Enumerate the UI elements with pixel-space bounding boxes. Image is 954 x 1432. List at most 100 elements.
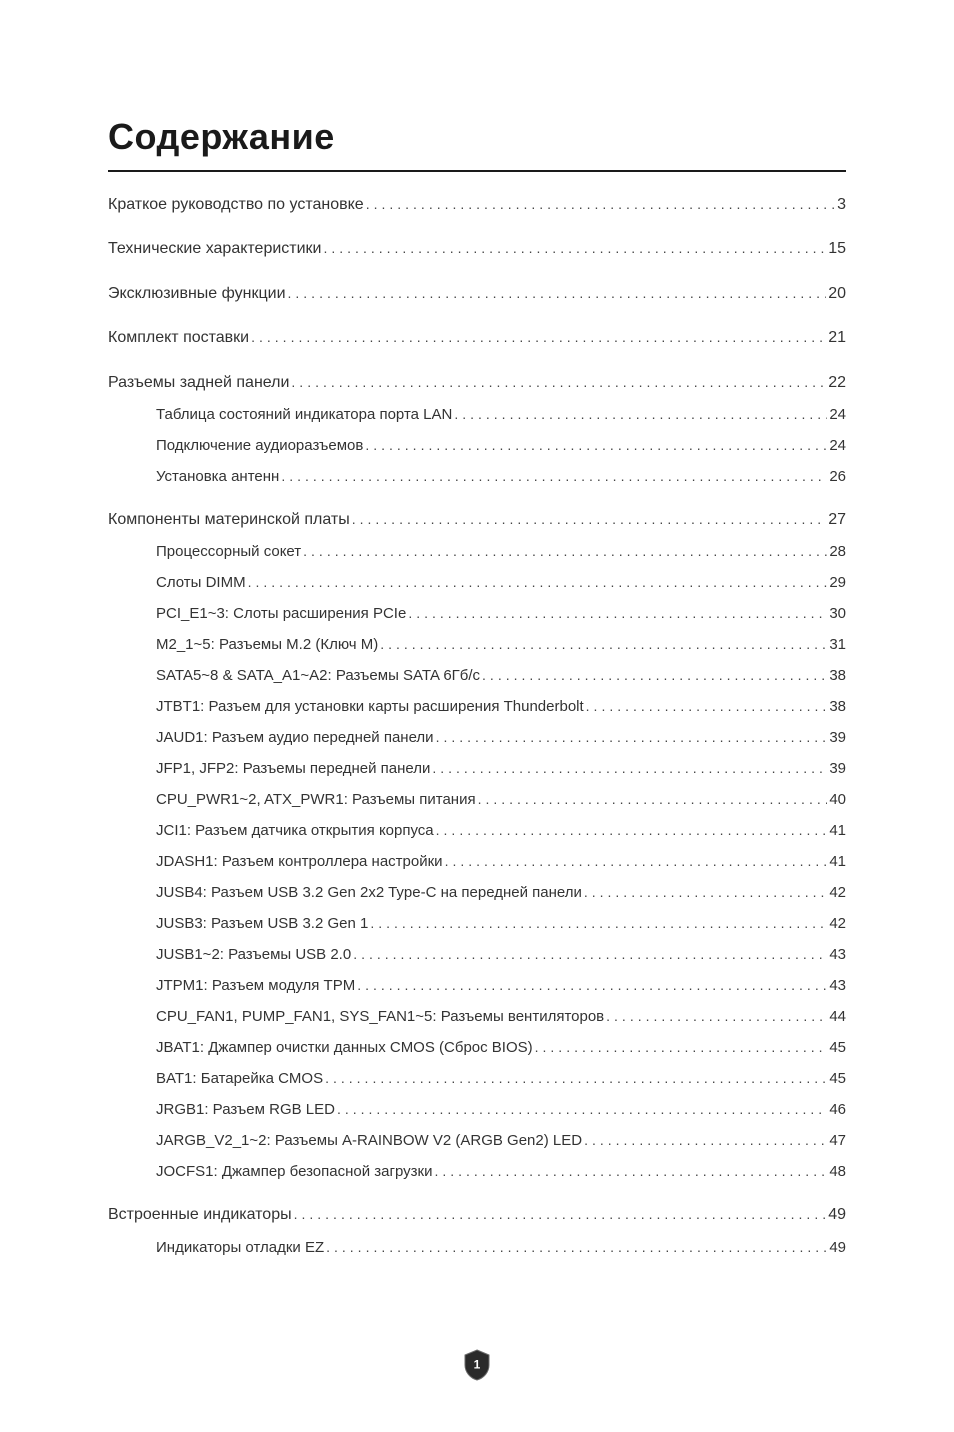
toc-entry-page: 42 bbox=[829, 913, 846, 934]
toc-entry-label: Таблица состояний индикатора порта LAN bbox=[156, 404, 452, 425]
toc-entry-page: 43 bbox=[829, 944, 846, 965]
toc-entry[interactable]: Индикаторы отладки EZ49 bbox=[108, 1237, 846, 1258]
toc-entry-label: Комплект поставки bbox=[108, 327, 249, 349]
toc-entry-page: 39 bbox=[829, 727, 846, 748]
toc-entry-page: 22 bbox=[828, 372, 846, 394]
toc-entry-leader bbox=[357, 976, 827, 996]
toc-entry-label: Индикаторы отладки EZ bbox=[156, 1237, 324, 1258]
toc-entry-leader bbox=[535, 1038, 828, 1058]
page-title: Содержание bbox=[108, 116, 846, 172]
toc-entry-label: BAT1: Батарейка CMOS bbox=[156, 1068, 323, 1089]
toc-entry[interactable]: JOCFS1: Джампер безопасной загрузки48 bbox=[108, 1161, 846, 1182]
toc-entry-label: JDASH1: Разъем контроллера настройки bbox=[156, 851, 443, 872]
toc-entry-leader bbox=[326, 1238, 827, 1258]
toc-entry[interactable]: JCI1: Разъем датчика открытия корпуса 41 bbox=[108, 820, 846, 841]
toc-entry-label: JTPM1: Разъем модуля TPM bbox=[156, 975, 355, 996]
toc-entry-page: 31 bbox=[829, 634, 846, 655]
toc-entry[interactable]: Разъемы задней панели22 bbox=[108, 372, 846, 394]
toc-entry-label: Встроенные индикаторы bbox=[108, 1204, 292, 1226]
toc-entry-leader bbox=[586, 697, 828, 717]
toc-entry-page: 26 bbox=[829, 466, 846, 487]
toc-entry-page: 29 bbox=[829, 572, 846, 593]
toc-entry-leader bbox=[303, 542, 827, 562]
toc-entry[interactable]: JARGB_V2_1~2: Разъемы A-RAINBOW V2 (ARGB… bbox=[108, 1130, 846, 1151]
toc-entry-page: 42 bbox=[829, 882, 846, 903]
toc-entry[interactable]: SATA5~8 & SATA_A1~A2: Разъемы SATA 6Гб/с… bbox=[108, 665, 846, 686]
toc-entry-page: 41 bbox=[829, 820, 846, 841]
toc-entry-leader bbox=[294, 1205, 827, 1225]
toc-entry-page: 27 bbox=[828, 509, 846, 531]
toc-entry-label: CPU_FAN1, PUMP_FAN1, SYS_FAN1~5: Разъемы… bbox=[156, 1006, 604, 1027]
toc-entry[interactable]: Краткое руководство по установке3 bbox=[108, 194, 846, 216]
toc-entry[interactable]: BAT1: Батарейка CMOS45 bbox=[108, 1068, 846, 1089]
toc-entry-leader bbox=[324, 239, 827, 259]
toc-entry[interactable]: PCI_E1~3: Слоты расширения PCIe30 bbox=[108, 603, 846, 624]
toc-entry-label: Компоненты материнской платы bbox=[108, 509, 350, 531]
toc-entry-leader bbox=[584, 883, 827, 903]
toc-entry-label: JRGB1: Разъем RGB LED bbox=[156, 1099, 335, 1120]
toc-entry[interactable]: M2_1~5: Разъемы M.2 (Ключ M)31 bbox=[108, 634, 846, 655]
toc-entry-label: Процессорный сокет bbox=[156, 541, 301, 562]
toc-entry-page: 24 bbox=[829, 435, 846, 456]
toc-entry-label: JTBT1: Разъем для установки карты расшир… bbox=[156, 696, 584, 717]
toc-entry-leader bbox=[325, 1069, 827, 1089]
toc-entry-page: 46 bbox=[829, 1099, 846, 1120]
toc-entry[interactable]: CPU_PWR1~2, ATX_PWR1: Разъемы питания40 bbox=[108, 789, 846, 810]
toc-entry-page: 20 bbox=[828, 283, 846, 305]
toc-entry-label: Технические характеристики bbox=[108, 238, 322, 260]
toc-entry[interactable]: JTPM1: Разъем модуля TPM 43 bbox=[108, 975, 846, 996]
toc-entry-page: 28 bbox=[829, 541, 846, 562]
toc-entry[interactable]: Технические характеристики 15 bbox=[108, 238, 846, 260]
toc-entry[interactable]: JTBT1: Разъем для установки карты расшир… bbox=[108, 696, 846, 717]
toc-entry-page: 45 bbox=[829, 1037, 846, 1058]
toc-entry[interactable]: CPU_FAN1, PUMP_FAN1, SYS_FAN1~5: Разъемы… bbox=[108, 1006, 846, 1027]
toc-entry[interactable]: JRGB1: Разъем RGB LED 46 bbox=[108, 1099, 846, 1120]
toc-entry[interactable]: JAUD1: Разъем аудио передней панели 39 bbox=[108, 727, 846, 748]
toc-entry-leader bbox=[478, 790, 828, 810]
toc-entry[interactable]: JFP1, JFP2: Разъемы передней панели39 bbox=[108, 758, 846, 779]
toc-entry[interactable]: Таблица состояний индикатора порта LAN24 bbox=[108, 404, 846, 425]
toc-entry[interactable]: Слоты DIMM29 bbox=[108, 572, 846, 593]
toc-entry[interactable]: JDASH1: Разъем контроллера настройки41 bbox=[108, 851, 846, 872]
toc-entry-leader bbox=[445, 852, 828, 872]
toc-entry[interactable]: JUSB1~2: Разъемы USB 2.0 43 bbox=[108, 944, 846, 965]
toc-entry-page: 38 bbox=[829, 665, 846, 686]
toc-entry-label: JOCFS1: Джампер безопасной загрузки bbox=[156, 1161, 432, 1182]
toc-entry-page: 39 bbox=[829, 758, 846, 779]
page-number-badge: 1 bbox=[462, 1348, 492, 1382]
toc-entry[interactable]: Эксклюзивные функции 20 bbox=[108, 283, 846, 305]
toc-entry[interactable]: JUSB3: Разъем USB 3.2 Gen 1 42 bbox=[108, 913, 846, 934]
toc-entry-label: Эксклюзивные функции bbox=[108, 283, 286, 305]
toc-entry-leader bbox=[436, 821, 828, 841]
toc-entry[interactable]: Процессорный сокет 28 bbox=[108, 541, 846, 562]
toc-entry-page: 15 bbox=[828, 238, 846, 260]
toc-entry-leader bbox=[288, 284, 827, 304]
toc-entry-label: JUSB4: Разъем USB 3.2 Gen 2x2 Type-C на … bbox=[156, 882, 582, 903]
toc-entry-label: CPU_PWR1~2, ATX_PWR1: Разъемы питания bbox=[156, 789, 476, 810]
toc-entry[interactable]: Комплект поставки21 bbox=[108, 327, 846, 349]
toc-entry[interactable]: Встроенные индикаторы49 bbox=[108, 1204, 846, 1226]
toc-entry[interactable]: Установка антенн 26 bbox=[108, 466, 846, 487]
toc-entry-leader bbox=[432, 759, 827, 779]
toc-entry-leader bbox=[436, 728, 828, 748]
toc-entry-page: 43 bbox=[829, 975, 846, 996]
toc-entry-label: JUSB3: Разъем USB 3.2 Gen 1 bbox=[156, 913, 368, 934]
toc-entry-leader bbox=[366, 195, 835, 215]
toc-entry-label: Подключение аудиоразъемов bbox=[156, 435, 363, 456]
page-content: Содержание Краткое руководство по устано… bbox=[0, 0, 954, 1258]
toc-entry[interactable]: Компоненты материнской платы 27 bbox=[108, 509, 846, 531]
toc-entry-leader bbox=[482, 666, 827, 686]
toc-entry-page: 38 bbox=[829, 696, 846, 717]
toc-entry-leader bbox=[434, 1162, 827, 1182]
page-number: 1 bbox=[474, 1358, 481, 1372]
toc-entry-leader bbox=[291, 373, 826, 393]
toc-entry-label: PCI_E1~3: Слоты расширения PCIe bbox=[156, 603, 406, 624]
toc-entry-label: Установка антенн bbox=[156, 466, 279, 487]
toc-entry[interactable]: JUSB4: Разъем USB 3.2 Gen 2x2 Type-C на … bbox=[108, 882, 846, 903]
toc-entry[interactable]: JBAT1: Джампер очистки данных CMOS (Сбро… bbox=[108, 1037, 846, 1058]
toc-entry-label: JUSB1~2: Разъемы USB 2.0 bbox=[156, 944, 351, 965]
toc-entry-label: JCI1: Разъем датчика открытия корпуса bbox=[156, 820, 434, 841]
toc-entry-leader bbox=[281, 467, 827, 487]
toc-entry-label: JAUD1: Разъем аудио передней панели bbox=[156, 727, 434, 748]
toc-entry[interactable]: Подключение аудиоразъемов 24 bbox=[108, 435, 846, 456]
